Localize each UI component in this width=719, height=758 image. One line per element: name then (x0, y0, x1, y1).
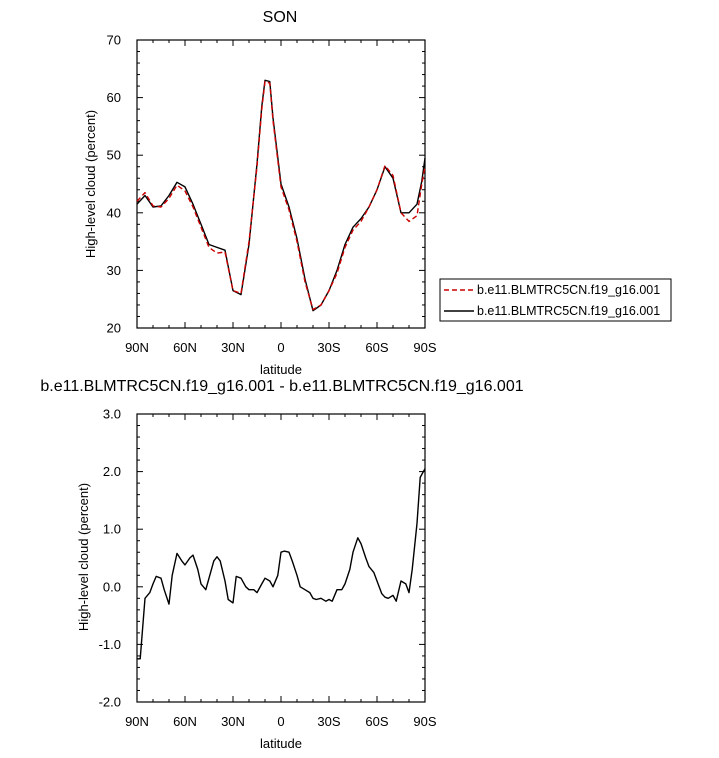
top-y-tick-label: 30 (107, 263, 121, 278)
bottom-y-tick-label: -1.0 (99, 637, 121, 652)
top-chart-title: SON (263, 9, 298, 26)
top-y-tick-label: 60 (107, 90, 121, 105)
bottom-x-tick-label: 60N (173, 714, 197, 729)
top-y-axis-label: High-level cloud (percent) (83, 110, 98, 258)
top-x-tick-label: 60N (173, 340, 197, 355)
bottom-panel: b.e11.BLMTRC5CN.f19_g16.001 - b.e11.BLMT… (40, 378, 523, 751)
bottom-series-line-1 (137, 468, 426, 660)
top-x-tick-label: 30S (317, 340, 340, 355)
top-x-tick-label: 0 (277, 340, 284, 355)
bottom-y-tick-label: -2.0 (99, 695, 121, 710)
bottom-y-tick-label: 1.0 (103, 522, 121, 537)
top-x-axis-label: latitude (260, 362, 302, 377)
top-y-tick-label: 50 (107, 148, 121, 163)
bottom-x-tick-label: 0 (277, 714, 284, 729)
top-panel: SON 90N 60N 30N 0 30S 60S 90S 20 30 40 50 60 70 lati… (83, 9, 437, 377)
top-x-tick-label: 60S (365, 340, 388, 355)
bottom-y-tick-label: 2.0 (103, 464, 121, 479)
top-axis-ticks: 90N 60N 30N 0 30S 60S 90S 20 30 40 50 60 70 (107, 33, 437, 356)
bottom-x-tick-label: 30S (317, 714, 340, 729)
bottom-x-axis-label: latitude (260, 736, 302, 751)
bottom-chart-title: b.e11.BLMTRC5CN.f19_g16.001 - b.e11.BLMT… (40, 378, 523, 395)
top-series-line-2 (136, 79, 426, 312)
bottom-x-tick-label: 90S (413, 714, 436, 729)
top-x-tick-label: 90S (413, 340, 436, 355)
bottom-series-lines (137, 468, 426, 660)
bottom-axis-ticks: 90N 60N 30N 0 30S 60S 90S -2.0 -1.0 0.0 1.0 2.0 3.0 (99, 407, 437, 730)
bottom-x-tick-label: 90N (125, 714, 149, 729)
legend-label-1: b.e11.BLMTRC5CN.f19_g16.001 (477, 283, 660, 297)
bottom-y-tick-label: 3.0 (103, 407, 121, 422)
bottom-x-tick-label: 30N (221, 714, 245, 729)
legend-box (439, 278, 672, 322)
top-y-tick-label: 20 (107, 321, 121, 336)
top-series-lines (136, 79, 426, 312)
bottom-x-tick-label: 60S (365, 714, 388, 729)
top-y-tick-label: 40 (107, 205, 121, 220)
top-x-tick-label: 30N (221, 340, 245, 355)
legend: b.e11.BLMTRC5CN.f19_g16.001 b.e11.BLMTRC… (439, 278, 672, 322)
top-x-tick-label: 90N (125, 340, 149, 355)
bottom-y-tick-label: 0.0 (103, 579, 121, 594)
legend-label-2: b.e11.BLMTRC5CN.f19_g16.001 (477, 304, 660, 318)
top-y-tick-label: 70 (107, 33, 121, 48)
bottom-y-axis-label: High-level cloud (percent) (76, 483, 91, 631)
top-series-line-1 (136, 80, 426, 311)
